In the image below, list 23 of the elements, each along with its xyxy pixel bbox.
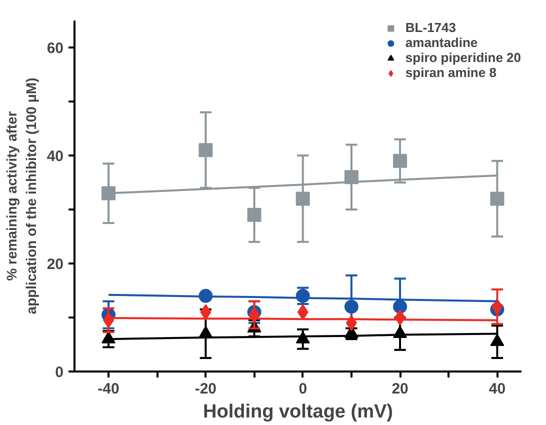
legend-label: spiran amine 8	[405, 65, 496, 80]
x-tick-label: -20	[194, 380, 217, 398]
point	[490, 192, 504, 206]
y-tick-label: 40	[46, 148, 64, 165]
x-axis-title: Holding voltage (mV)	[203, 402, 393, 422]
x-tick-label: 20	[392, 380, 408, 398]
x-tick-label: -40	[98, 380, 120, 398]
point	[344, 300, 358, 314]
point	[393, 300, 408, 314]
point	[247, 208, 262, 222]
legend-label: spiro piperidine 20	[405, 50, 521, 65]
point	[198, 143, 213, 158]
legend-label: BL-1743	[405, 20, 456, 35]
y-tick-label: 20	[46, 256, 64, 273]
y-tick-label: 60	[46, 40, 64, 57]
y-tick-label: 0	[55, 364, 64, 381]
y-axis-title: % remaining activity after application of the inhibitor (100 μM)	[4, 78, 39, 314]
x-tick-label: 40	[488, 380, 506, 398]
point	[296, 192, 310, 206]
point	[393, 154, 408, 168]
legend-label: amantadine	[405, 35, 478, 50]
x-tick-label: 0	[298, 380, 308, 398]
point	[102, 186, 116, 200]
